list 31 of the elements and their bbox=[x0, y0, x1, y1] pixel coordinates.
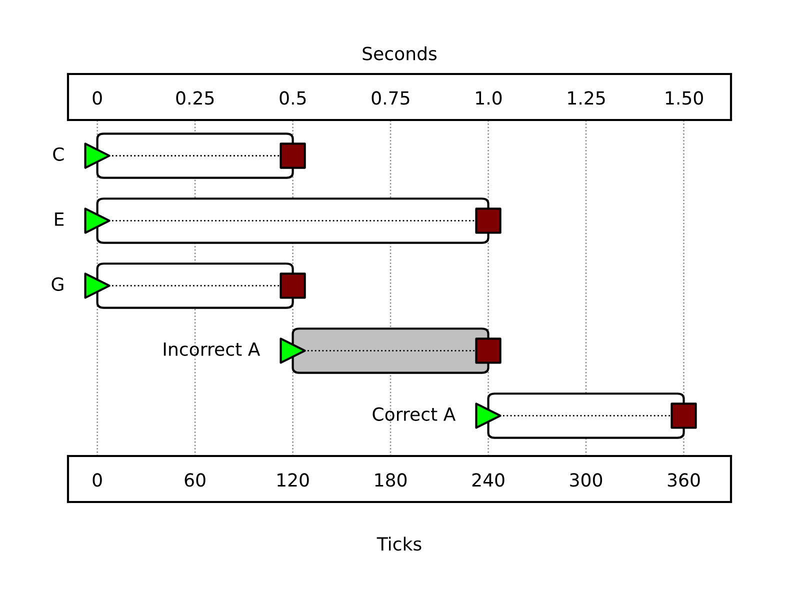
point bbox=[670, 402, 697, 429]
x-tick-label: 180 bbox=[375, 473, 407, 487]
y-tick-label: Correct A bbox=[372, 407, 456, 421]
x2-tick-label: 0 bbox=[92, 91, 102, 105]
x2-tick-label: 1.25 bbox=[568, 91, 605, 105]
x-axis-title: Ticks bbox=[376, 536, 422, 551]
y-tick-label: E bbox=[55, 212, 64, 226]
point bbox=[280, 272, 306, 299]
x2-tick-label: 0.75 bbox=[372, 91, 410, 105]
x2-tick-label: 1.0 bbox=[476, 91, 502, 105]
x-tick-label: 360 bbox=[668, 473, 700, 487]
x-tick-label: 300 bbox=[570, 473, 602, 487]
point bbox=[84, 208, 110, 234]
x2-tick-label: 0.5 bbox=[280, 91, 306, 105]
x2-tick-label: 0.25 bbox=[176, 91, 214, 105]
point bbox=[280, 142, 306, 169]
y-tick-label: C bbox=[53, 147, 64, 161]
point bbox=[475, 208, 502, 234]
x-tick-label: 60 bbox=[184, 473, 206, 487]
point bbox=[475, 338, 502, 364]
x-tick-label: 240 bbox=[472, 473, 504, 487]
x2-tick-label: 1.50 bbox=[666, 91, 703, 105]
point bbox=[475, 402, 502, 429]
x-tick-label: 120 bbox=[278, 473, 309, 487]
y-tick-label: Incorrect A bbox=[164, 342, 260, 356]
x2-axis-title: Seconds bbox=[362, 46, 437, 60]
point bbox=[84, 142, 110, 169]
y-tick-label: G bbox=[52, 277, 64, 291]
point bbox=[84, 272, 110, 299]
x-tick-label: 0 bbox=[92, 473, 102, 487]
point bbox=[280, 338, 306, 364]
